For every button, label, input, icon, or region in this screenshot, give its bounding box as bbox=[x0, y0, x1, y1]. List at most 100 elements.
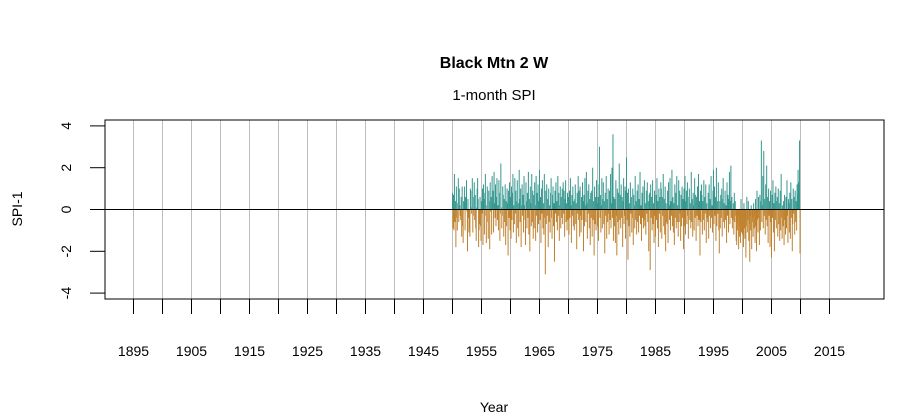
bar-negative bbox=[504, 209, 506, 223]
bar-negative bbox=[587, 209, 589, 214]
bar-negative bbox=[583, 209, 585, 227]
bar-negative bbox=[464, 209, 466, 231]
bar-negative bbox=[778, 209, 780, 225]
bar-positive bbox=[560, 196, 562, 210]
bar-negative bbox=[713, 209, 715, 225]
bar-negative bbox=[581, 209, 583, 220]
bar-negative bbox=[606, 209, 608, 239]
chart-subtitle: 1-month SPI bbox=[452, 87, 535, 104]
bar-positive bbox=[536, 192, 538, 210]
bar-negative bbox=[674, 209, 676, 218]
bar-negative bbox=[533, 209, 535, 229]
x-tick-label: 1895 bbox=[118, 343, 149, 359]
bar-negative bbox=[710, 209, 712, 229]
bar-positive bbox=[609, 190, 611, 210]
bar-negative bbox=[512, 209, 514, 233]
bar-positive bbox=[515, 190, 517, 210]
bar-negative bbox=[723, 209, 725, 223]
bar-negative bbox=[611, 209, 613, 218]
bar-positive bbox=[786, 180, 788, 210]
bar-negative bbox=[563, 209, 565, 214]
bar-positive bbox=[578, 190, 580, 210]
bar-negative bbox=[788, 209, 790, 233]
bar-negative bbox=[662, 209, 664, 216]
bar-positive bbox=[474, 194, 476, 210]
bar-negative bbox=[586, 209, 588, 239]
bar-negative bbox=[680, 209, 682, 241]
bar-negative bbox=[647, 209, 649, 223]
y-tick-label: 4 bbox=[58, 122, 74, 130]
bar-positive bbox=[590, 192, 592, 210]
bar-positive bbox=[691, 199, 693, 210]
bar-positive bbox=[791, 199, 793, 210]
bar-negative bbox=[614, 209, 616, 243]
bar-positive bbox=[549, 205, 551, 210]
bar-negative bbox=[544, 209, 546, 275]
bar-negative bbox=[700, 209, 702, 223]
bar-negative bbox=[515, 209, 517, 243]
bar-negative bbox=[727, 209, 729, 233]
bar-positive bbox=[731, 196, 733, 210]
bar-negative bbox=[730, 209, 732, 218]
bar-negative bbox=[744, 209, 746, 239]
bar-negative bbox=[579, 209, 581, 237]
bar-positive bbox=[516, 180, 518, 210]
bar-negative bbox=[656, 209, 658, 229]
bar-positive bbox=[746, 196, 748, 210]
bar-positive bbox=[672, 196, 674, 210]
bar-negative bbox=[591, 209, 593, 237]
bar-negative bbox=[766, 209, 768, 227]
bar-positive bbox=[553, 203, 555, 210]
bar-negative bbox=[593, 209, 595, 256]
bar-negative bbox=[643, 209, 645, 220]
bar-negative bbox=[605, 209, 607, 216]
bar-negative bbox=[601, 209, 603, 229]
bar-negative bbox=[458, 209, 460, 223]
bar-positive bbox=[784, 194, 786, 210]
bar-positive bbox=[519, 199, 521, 210]
bar-negative bbox=[626, 209, 628, 220]
bar-positive bbox=[790, 182, 792, 210]
bar-negative bbox=[676, 209, 678, 223]
bar-negative bbox=[624, 209, 626, 216]
bar-positive bbox=[771, 194, 773, 210]
bar-positive bbox=[794, 190, 796, 210]
bar-positive bbox=[528, 199, 530, 210]
bar-positive bbox=[545, 190, 547, 210]
bar-negative bbox=[597, 209, 598, 227]
bar-positive bbox=[481, 201, 482, 210]
bar-positive bbox=[454, 201, 456, 210]
bar-positive bbox=[646, 182, 648, 210]
bar-negative bbox=[490, 209, 492, 212]
bar-negative bbox=[629, 209, 631, 237]
bar-positive bbox=[644, 203, 646, 210]
bar-negative bbox=[531, 209, 533, 223]
bar-negative bbox=[709, 209, 711, 216]
bar-negative bbox=[575, 209, 577, 225]
bar-positive bbox=[554, 190, 556, 210]
bar-positive bbox=[534, 182, 536, 210]
bar-positive bbox=[792, 188, 794, 210]
bar-positive bbox=[593, 201, 595, 210]
bar-negative bbox=[617, 209, 619, 223]
bar-positive bbox=[779, 190, 781, 210]
bar-negative bbox=[639, 209, 641, 216]
bar-negative bbox=[716, 209, 718, 227]
bar-negative bbox=[456, 209, 458, 231]
bar-positive bbox=[586, 203, 588, 210]
bar-negative bbox=[535, 209, 537, 241]
bar-positive bbox=[653, 203, 655, 210]
bar-negative bbox=[520, 209, 522, 248]
bar-positive bbox=[601, 178, 603, 210]
bar-negative bbox=[687, 209, 689, 239]
bar-positive bbox=[548, 188, 550, 210]
bar-negative bbox=[480, 209, 482, 241]
bar-negative bbox=[565, 209, 567, 223]
bar-positive bbox=[724, 190, 726, 210]
bar-positive bbox=[688, 188, 690, 210]
bar-positive bbox=[657, 201, 659, 210]
bar-negative bbox=[585, 209, 587, 223]
bar-positive bbox=[607, 188, 609, 210]
bar-positive bbox=[567, 192, 569, 210]
bar-negative bbox=[495, 209, 497, 227]
